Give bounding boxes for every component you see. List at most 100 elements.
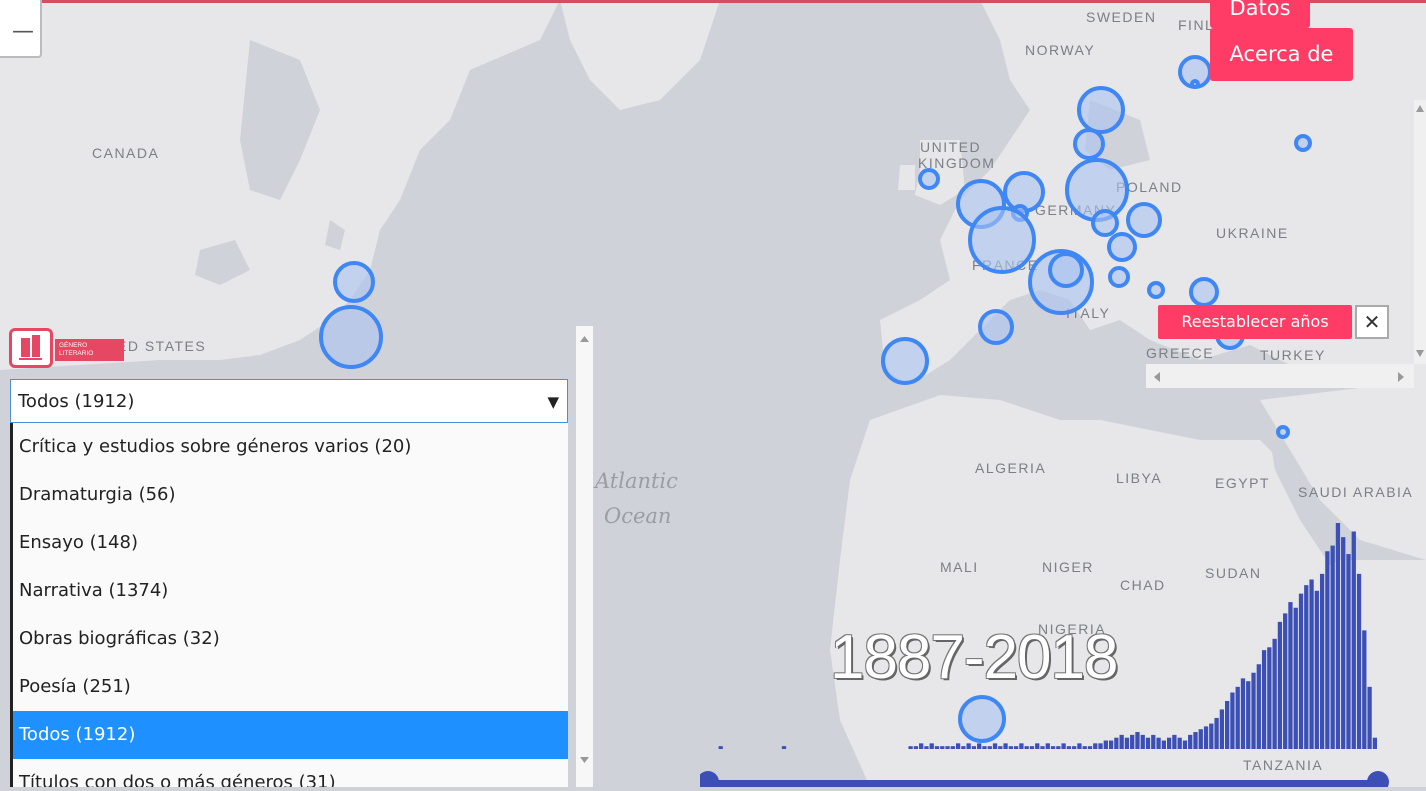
histogram-bar bbox=[1029, 746, 1035, 750]
histogram-bar bbox=[1093, 743, 1098, 749]
histogram-bar bbox=[1188, 734, 1193, 750]
histogram-bar bbox=[1119, 734, 1124, 750]
bubble[interactable] bbox=[1276, 425, 1290, 439]
bubble[interactable] bbox=[958, 695, 1006, 743]
histogram-bar bbox=[1019, 743, 1024, 749]
chevron-down-icon[interactable]: ▼ bbox=[547, 393, 559, 411]
slider-handle-start[interactable] bbox=[700, 771, 719, 787]
histogram-bar bbox=[1335, 523, 1341, 749]
dropdown-option[interactable]: Narrativa (1374) bbox=[19, 580, 169, 601]
land-africa bbox=[830, 395, 1426, 787]
histogram-bar bbox=[1066, 746, 1072, 750]
svg-text:SWEDEN: SWEDEN bbox=[1086, 9, 1156, 25]
histogram-bar bbox=[961, 746, 966, 750]
bubble[interactable] bbox=[1073, 128, 1105, 160]
histogram-bar bbox=[945, 746, 950, 750]
histogram-bar bbox=[1283, 613, 1288, 749]
bubble[interactable] bbox=[1091, 209, 1119, 237]
histogram-bar bbox=[998, 746, 1003, 750]
bubble[interactable] bbox=[333, 261, 375, 303]
histogram-bar bbox=[1050, 746, 1056, 750]
slider-track[interactable] bbox=[708, 780, 1378, 787]
dropdown-option[interactable]: Crítica y estudios sobre géneros varios … bbox=[19, 436, 412, 457]
histogram-bar bbox=[940, 746, 945, 750]
slider-handle-end[interactable] bbox=[1367, 771, 1389, 787]
bubble[interactable] bbox=[1108, 266, 1130, 288]
genre-select[interactable]: Todos (1912) ▼ bbox=[10, 379, 568, 423]
histogram-bar bbox=[1177, 737, 1182, 749]
histogram-bar bbox=[1330, 545, 1335, 749]
bubble[interactable] bbox=[1189, 277, 1219, 307]
dropdown-scrollbar[interactable] bbox=[576, 326, 593, 787]
dropdown-option[interactable]: Títulos con dos o más géneros (31) bbox=[19, 772, 336, 787]
svg-text:NIGERIA: NIGERIA bbox=[1038, 621, 1106, 637]
histogram-bar bbox=[1087, 746, 1093, 750]
bubble[interactable] bbox=[881, 337, 929, 385]
datos-button[interactable]: Datos bbox=[1210, 0, 1310, 28]
histogram-bar bbox=[718, 746, 723, 750]
histogram-bar bbox=[1304, 585, 1309, 749]
book-icon bbox=[9, 328, 53, 368]
histogram-bar bbox=[1319, 573, 1325, 749]
svg-text:TANZANIA: TANZANIA bbox=[1243, 757, 1323, 773]
acerca-de-button[interactable]: Acerca de bbox=[1210, 28, 1353, 81]
histogram-bar bbox=[1045, 743, 1050, 749]
histogram-bar bbox=[955, 743, 961, 749]
bubble[interactable] bbox=[1107, 232, 1137, 262]
svg-text:Ocean: Ocean bbox=[604, 504, 671, 528]
histogram-bar bbox=[1145, 737, 1151, 749]
close-button[interactable]: ✕ bbox=[1355, 305, 1389, 339]
zoom-out-button[interactable]: — bbox=[0, 0, 42, 58]
bubble[interactable] bbox=[978, 309, 1014, 345]
bubble[interactable] bbox=[1065, 158, 1129, 222]
bubble[interactable] bbox=[918, 168, 940, 190]
histogram-bar bbox=[781, 746, 787, 750]
histogram-bar bbox=[1172, 734, 1177, 750]
histogram-bar bbox=[1261, 650, 1267, 750]
histogram-bar bbox=[1367, 686, 1372, 749]
svg-text:FINL: FINL bbox=[1178, 17, 1214, 33]
histogram-bar bbox=[1298, 593, 1304, 750]
svg-text:Atlantic: Atlantic bbox=[593, 469, 678, 493]
dropdown-option[interactable]: Obras biográficas (32) bbox=[19, 628, 220, 649]
land-europe bbox=[880, 0, 1426, 390]
histogram-bar bbox=[1114, 737, 1119, 749]
histogram-bar bbox=[1203, 726, 1209, 749]
histogram-bar bbox=[977, 743, 982, 749]
histogram-bar bbox=[966, 743, 971, 749]
dropdown-option[interactable]: Ensayo (148) bbox=[19, 532, 138, 553]
svg-text:POLAND: POLAND bbox=[1116, 179, 1183, 195]
histogram-bar bbox=[987, 746, 992, 750]
dropdown-option-selected[interactable]: Todos (1912) bbox=[13, 711, 568, 759]
bubble[interactable] bbox=[1126, 202, 1162, 238]
reset-years-button[interactable]: Reestablecer años bbox=[1158, 305, 1352, 339]
year-histogram[interactable] bbox=[700, 510, 1390, 787]
bubble[interactable] bbox=[319, 305, 383, 369]
bubble[interactable] bbox=[1190, 79, 1200, 89]
bubble[interactable] bbox=[1294, 134, 1312, 152]
bubble[interactable] bbox=[1077, 86, 1125, 134]
histogram-bar bbox=[1235, 686, 1240, 749]
histogram-bar bbox=[1035, 743, 1040, 749]
panel-vertical-scrollbar[interactable] bbox=[1414, 100, 1426, 364]
svg-text:LIBYA: LIBYA bbox=[1116, 470, 1162, 486]
histogram-bar bbox=[1061, 743, 1066, 749]
histogram-bar bbox=[1341, 537, 1346, 750]
histogram-bar bbox=[982, 746, 987, 750]
svg-text:ED STATES: ED STATES bbox=[117, 338, 206, 354]
bubble[interactable] bbox=[1048, 252, 1084, 288]
histogram-bar bbox=[1214, 717, 1219, 750]
svg-text:TURKEY: TURKEY bbox=[1260, 347, 1326, 363]
dropdown-options[interactable]: Crítica y estudios sobre géneros varios … bbox=[10, 423, 568, 787]
dropdown-option[interactable]: Dramaturgia (56) bbox=[19, 484, 176, 505]
svg-text:CHAD: CHAD bbox=[1120, 577, 1166, 593]
panel-horizontal-scrollbar[interactable] bbox=[1146, 364, 1414, 388]
genero-literario-logo: GÉNERO LITERARIO bbox=[9, 328, 124, 368]
dropdown-option[interactable]: Poesía (251) bbox=[19, 676, 131, 697]
bubble[interactable] bbox=[968, 206, 1036, 274]
svg-text:CANADA: CANADA bbox=[92, 145, 159, 161]
genre-dropdown[interactable]: Todos (1912) ▼ Crítica y estudios sobre … bbox=[8, 326, 593, 787]
histogram-bar bbox=[1209, 723, 1214, 749]
bubble[interactable] bbox=[1147, 281, 1165, 299]
svg-text:SUDAN: SUDAN bbox=[1205, 565, 1262, 581]
